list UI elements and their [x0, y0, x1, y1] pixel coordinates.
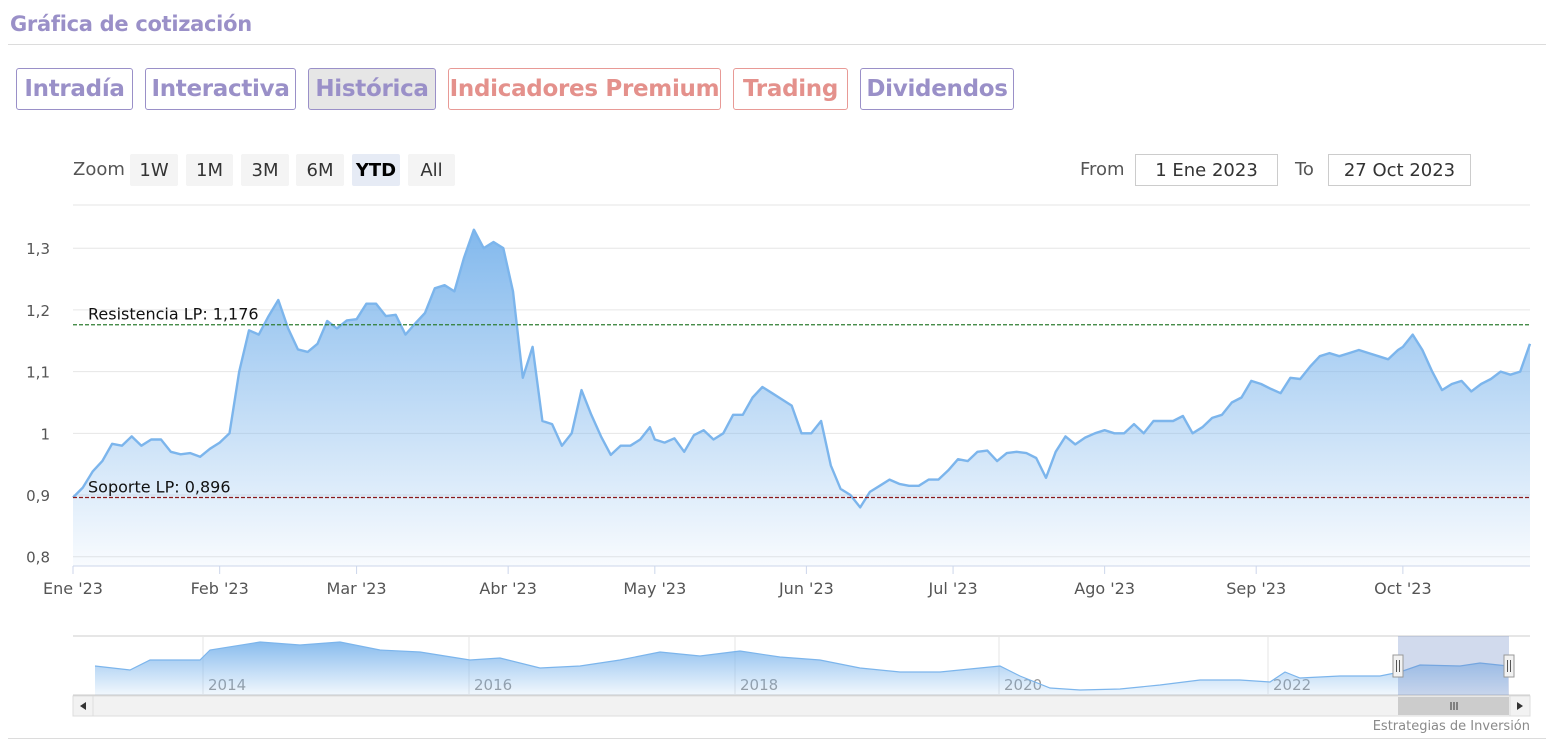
to-label: To: [1295, 159, 1314, 180]
navigator-handle-left[interactable]: [1392, 654, 1404, 678]
scrollbar-track: [72, 695, 1531, 717]
y-tick-label: 0,8: [26, 549, 50, 567]
navigator-area: [95, 642, 1508, 695]
x-axis: Ene '23 Feb '23 Mar '23 Abr '23 May '23 Jun '…: [43, 565, 1530, 598]
from-label: From: [1080, 159, 1125, 180]
zoom-button-all[interactable]: All: [408, 154, 455, 186]
scroll-left-arrow-icon: [80, 702, 86, 710]
x-tick-label: Ene '23: [43, 579, 103, 598]
scroll-right-arrow-icon: [1517, 702, 1523, 710]
tab-dividendos[interactable]: Dividendos: [860, 68, 1014, 110]
price-line: [72, 228, 1532, 509]
x-tick-label: Abr '23: [479, 579, 537, 598]
y-tick-label: 1,1: [26, 364, 50, 382]
to-date-input[interactable]: [1328, 154, 1471, 186]
support-label: Soporte LP: 0,896: [88, 478, 231, 497]
price-area: [73, 229, 1530, 566]
x-tick-label: Mar '23: [327, 579, 387, 598]
tab-trading[interactable]: Trading: [733, 68, 848, 110]
x-tick-label: Feb '23: [191, 579, 249, 598]
credits-text: Estrategias de Inversión: [1372, 719, 1530, 734]
x-tick-label: Jun '23: [778, 579, 834, 598]
navigator-handle-right[interactable]: [1503, 654, 1515, 678]
navigator-line: [94, 641, 1509, 691]
tab-histórica[interactable]: Histórica: [308, 68, 436, 110]
page-title: Gráfica de cotización: [10, 12, 252, 36]
zoom-button-ytd[interactable]: YTD: [352, 154, 400, 186]
resistance-label: Resistencia LP: 1,176: [88, 305, 259, 324]
tab-intradía[interactable]: Intradía: [16, 68, 133, 110]
zoom-button-1m[interactable]: 1M: [186, 154, 233, 186]
tab-indicadores-premium[interactable]: Indicadores Premium: [448, 68, 721, 110]
x-tick-label: May '23: [623, 579, 686, 598]
navigator-scrollbar[interactable]: [72, 695, 1531, 717]
x-tick-label: Ago '23: [1074, 579, 1135, 598]
reference-lines: Resistencia LP: 1,176 Soporte LP: 0,896: [73, 305, 1530, 499]
title-divider: [8, 44, 1546, 45]
y-tick-label: 1,2: [26, 302, 50, 320]
price-series: [72, 228, 1532, 566]
navigator[interactable]: 20142016201820202022: [72, 635, 1531, 717]
y-tick-label: 0,9: [26, 487, 50, 505]
x-tick-label: Oct '23: [1374, 579, 1432, 598]
navigator-selection[interactable]: [1398, 636, 1509, 695]
price-chart: Resistencia LP: 1,176 Soporte LP: 0,896 0…: [26, 204, 1532, 717]
y-tick-label: 1: [40, 425, 50, 443]
y-axis: 0,8 0,9 1 1,1 1,2 1,3: [26, 240, 50, 567]
zoom-button-1w[interactable]: 1W: [130, 154, 178, 186]
y-tick-label: 1,3: [26, 240, 50, 258]
zoom-label: Zoom: [73, 159, 125, 180]
x-tick-label: Jul '23: [927, 579, 977, 598]
zoom-button-6m[interactable]: 6M: [296, 154, 344, 186]
tab-interactiva[interactable]: Interactiva: [145, 68, 296, 110]
from-date-input[interactable]: [1135, 154, 1278, 186]
x-tick-label: Sep '23: [1226, 579, 1286, 598]
zoom-button-3m[interactable]: 3M: [241, 154, 289, 186]
bottom-divider: [8, 738, 1546, 739]
